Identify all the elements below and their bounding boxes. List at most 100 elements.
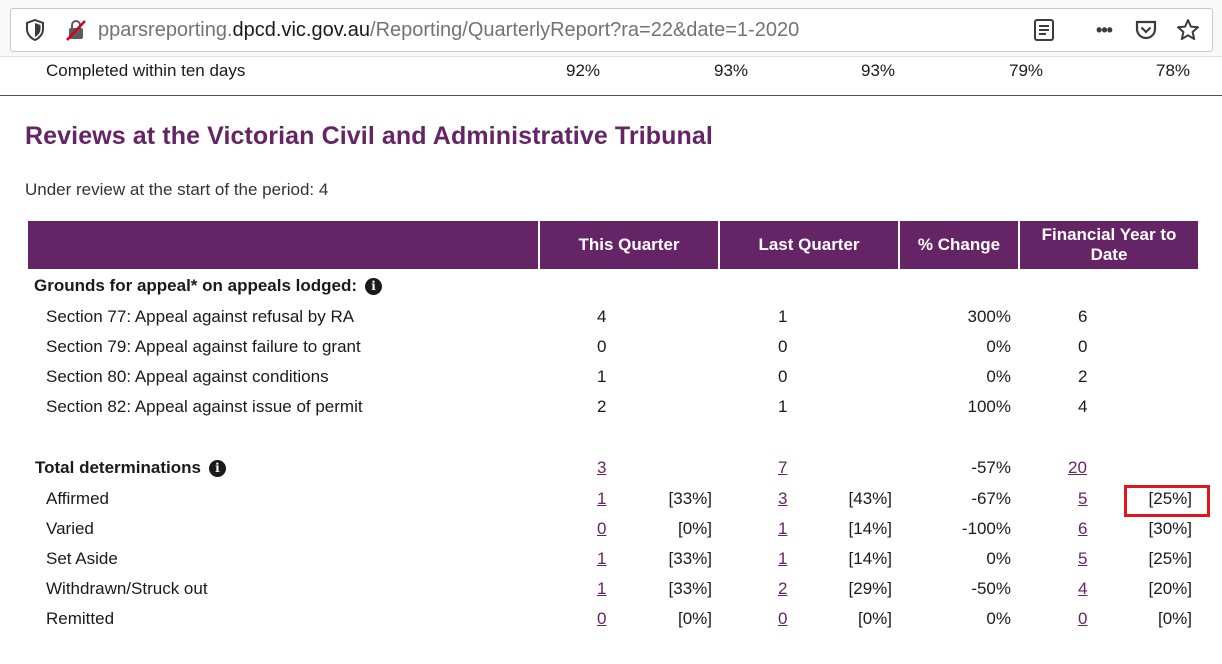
browser-toolbar: pparsreporting.dpcd.vic.gov.au/Reporting… <box>0 0 1222 57</box>
this-quarter-value: 0 <box>597 337 607 356</box>
row-label: Section 77: Appeal against refusal by RA <box>46 307 355 326</box>
row-label: Varied <box>46 519 94 538</box>
this-quarter-value: 4 <box>597 307 607 326</box>
fytd-link[interactable]: 5 <box>1078 549 1088 568</box>
fytd-link[interactable]: 0 <box>1078 609 1088 628</box>
grounds-title-wrap: Grounds for appeal* on appeals lodged: i <box>34 276 383 296</box>
table-row: Withdrawn/Struck out 1 [33%] 2 [29%] -50… <box>0 579 1222 609</box>
determinations-title: Total determinations <box>35 458 201 477</box>
this-quarter-pct: [33%] <box>668 549 712 568</box>
reader-view-icon[interactable] <box>1029 9 1059 51</box>
fytd-value: 4 <box>1078 397 1088 416</box>
bookmark-star-icon[interactable] <box>1173 9 1203 51</box>
last-quarter-link[interactable]: 3 <box>778 489 788 508</box>
row-label: Section 80: Appeal against conditions <box>46 367 329 386</box>
determinations-title-wrap: Total determinations i <box>35 458 226 478</box>
fytd-link[interactable]: 5 <box>1078 489 1088 508</box>
url-text[interactable]: pparsreporting.dpcd.vic.gov.au/Reporting… <box>98 19 800 41</box>
this-quarter-pct: [0%] <box>677 519 712 538</box>
fytd-pct: [25%] <box>1148 489 1192 508</box>
row-label: Section 79: Appeal against failure to gr… <box>46 337 361 356</box>
change-value: -57% <box>971 458 1011 477</box>
row-label: Completed within ten days <box>46 61 246 80</box>
change-value: 100% <box>967 397 1011 416</box>
this-quarter-link[interactable]: 1 <box>597 489 607 508</box>
value-cell: 92% <box>566 61 601 80</box>
fytd-link[interactable]: 20 <box>1068 458 1087 477</box>
value-cell: 93% <box>714 61 749 80</box>
header-this-quarter: This Quarter <box>540 221 718 269</box>
change-value: 0% <box>986 337 1011 356</box>
this-quarter-value: 2 <box>597 397 607 416</box>
last-quarter-value: 1 <box>778 397 788 416</box>
change-value: 300% <box>967 307 1011 326</box>
row-label: Remitted <box>46 609 115 628</box>
this-quarter-pct: [33%] <box>668 579 712 598</box>
this-quarter-link[interactable]: 1 <box>597 549 607 568</box>
shield-icon[interactable] <box>19 9 51 51</box>
fytd-pct: [25%] <box>1148 549 1192 568</box>
info-icon[interactable]: i <box>365 278 383 295</box>
last-quarter-link[interactable]: 7 <box>778 458 788 477</box>
row-label: Affirmed <box>46 489 109 508</box>
section-heading: Reviews at the Victorian Civil and Admin… <box>25 122 713 150</box>
value-cell: 93% <box>861 61 896 80</box>
prev-table-row: Completed within ten days 92% 93% 93% 79… <box>0 57 1222 96</box>
fytd-link[interactable]: 6 <box>1078 519 1088 538</box>
this-quarter-value: 1 <box>597 367 607 386</box>
pocket-icon[interactable] <box>1131 9 1161 51</box>
fytd-pct: [0%] <box>1157 609 1192 628</box>
table-row: Section 80: Appeal against conditions 1 … <box>0 367 1222 397</box>
change-value: 0% <box>986 367 1011 386</box>
change-value: 0% <box>986 609 1011 628</box>
grounds-group-row: Grounds for appeal* on appeals lodged: i <box>0 276 1222 306</box>
url-bar[interactable]: pparsreporting.dpcd.vic.gov.au/Reporting… <box>10 8 1213 52</box>
change-value: -67% <box>971 489 1011 508</box>
grounds-title: Grounds for appeal* on appeals lodged: <box>34 276 358 295</box>
last-quarter-pct: [14%] <box>848 549 892 568</box>
table-row: Section 82: Appeal against issue of perm… <box>0 397 1222 427</box>
change-value: -50% <box>971 579 1011 598</box>
this-quarter-pct: [0%] <box>677 609 712 628</box>
info-icon[interactable]: i <box>208 460 226 477</box>
change-value: -100% <box>961 519 1011 538</box>
row-label: Withdrawn/Struck out <box>46 579 208 598</box>
this-quarter-link[interactable]: 0 <box>597 519 607 538</box>
table-row: Set Aside 1 [33%] 1 [14%] 0% 5 [25%] <box>0 549 1222 579</box>
no-lock-icon[interactable] <box>61 9 91 51</box>
last-quarter-link[interactable]: 1 <box>778 519 788 538</box>
this-quarter-link[interactable]: 0 <box>597 609 607 628</box>
fytd-value: 2 <box>1078 367 1088 386</box>
table-row: Affirmed 1 [33%] 3 [43%] -67% 5 [25%] <box>0 489 1222 519</box>
table-row: Varied 0 [0%] 1 [14%] -100% 6 [30%] <box>0 519 1222 549</box>
header-last-quarter: Last Quarter <box>720 221 898 269</box>
last-quarter-value: 0 <box>778 367 788 386</box>
table-row: Remitted 0 [0%] 0 [0%] 0% 0 [0%] <box>0 609 1222 639</box>
last-quarter-pct: [0%] <box>857 609 892 628</box>
last-quarter-pct: [14%] <box>848 519 892 538</box>
header-financial-year: Financial Year to Date <box>1020 221 1198 269</box>
highlight-box <box>1124 485 1210 517</box>
change-value: 0% <box>986 549 1011 568</box>
this-quarter-link[interactable]: 1 <box>597 579 607 598</box>
last-quarter-value: 0 <box>778 337 788 356</box>
header-percent-change: % Change <box>900 221 1018 269</box>
determinations-group-row: Total determinations i 3 7 -57% 20 <box>0 458 1222 488</box>
last-quarter-link[interactable]: 0 <box>778 609 788 628</box>
this-quarter-link[interactable]: 3 <box>597 458 607 477</box>
value-cell: 79% <box>1009 61 1044 80</box>
last-quarter-pct: [43%] <box>848 489 892 508</box>
fytd-link[interactable]: 4 <box>1078 579 1088 598</box>
fytd-value: 0 <box>1078 337 1088 356</box>
last-quarter-link[interactable]: 1 <box>778 549 788 568</box>
last-quarter-value: 1 <box>778 307 788 326</box>
header-blank <box>28 221 538 269</box>
fytd-value: 6 <box>1078 307 1088 326</box>
table-row: Section 77: Appeal against refusal by RA… <box>0 307 1222 337</box>
value-cell: 78% <box>1156 61 1191 80</box>
more-icon[interactable]: ••• <box>1096 19 1113 40</box>
fytd-pct: [30%] <box>1148 519 1192 538</box>
table-row: Section 79: Appeal against failure to gr… <box>0 337 1222 367</box>
last-quarter-link[interactable]: 2 <box>778 579 788 598</box>
row-label: Set Aside <box>46 549 118 568</box>
